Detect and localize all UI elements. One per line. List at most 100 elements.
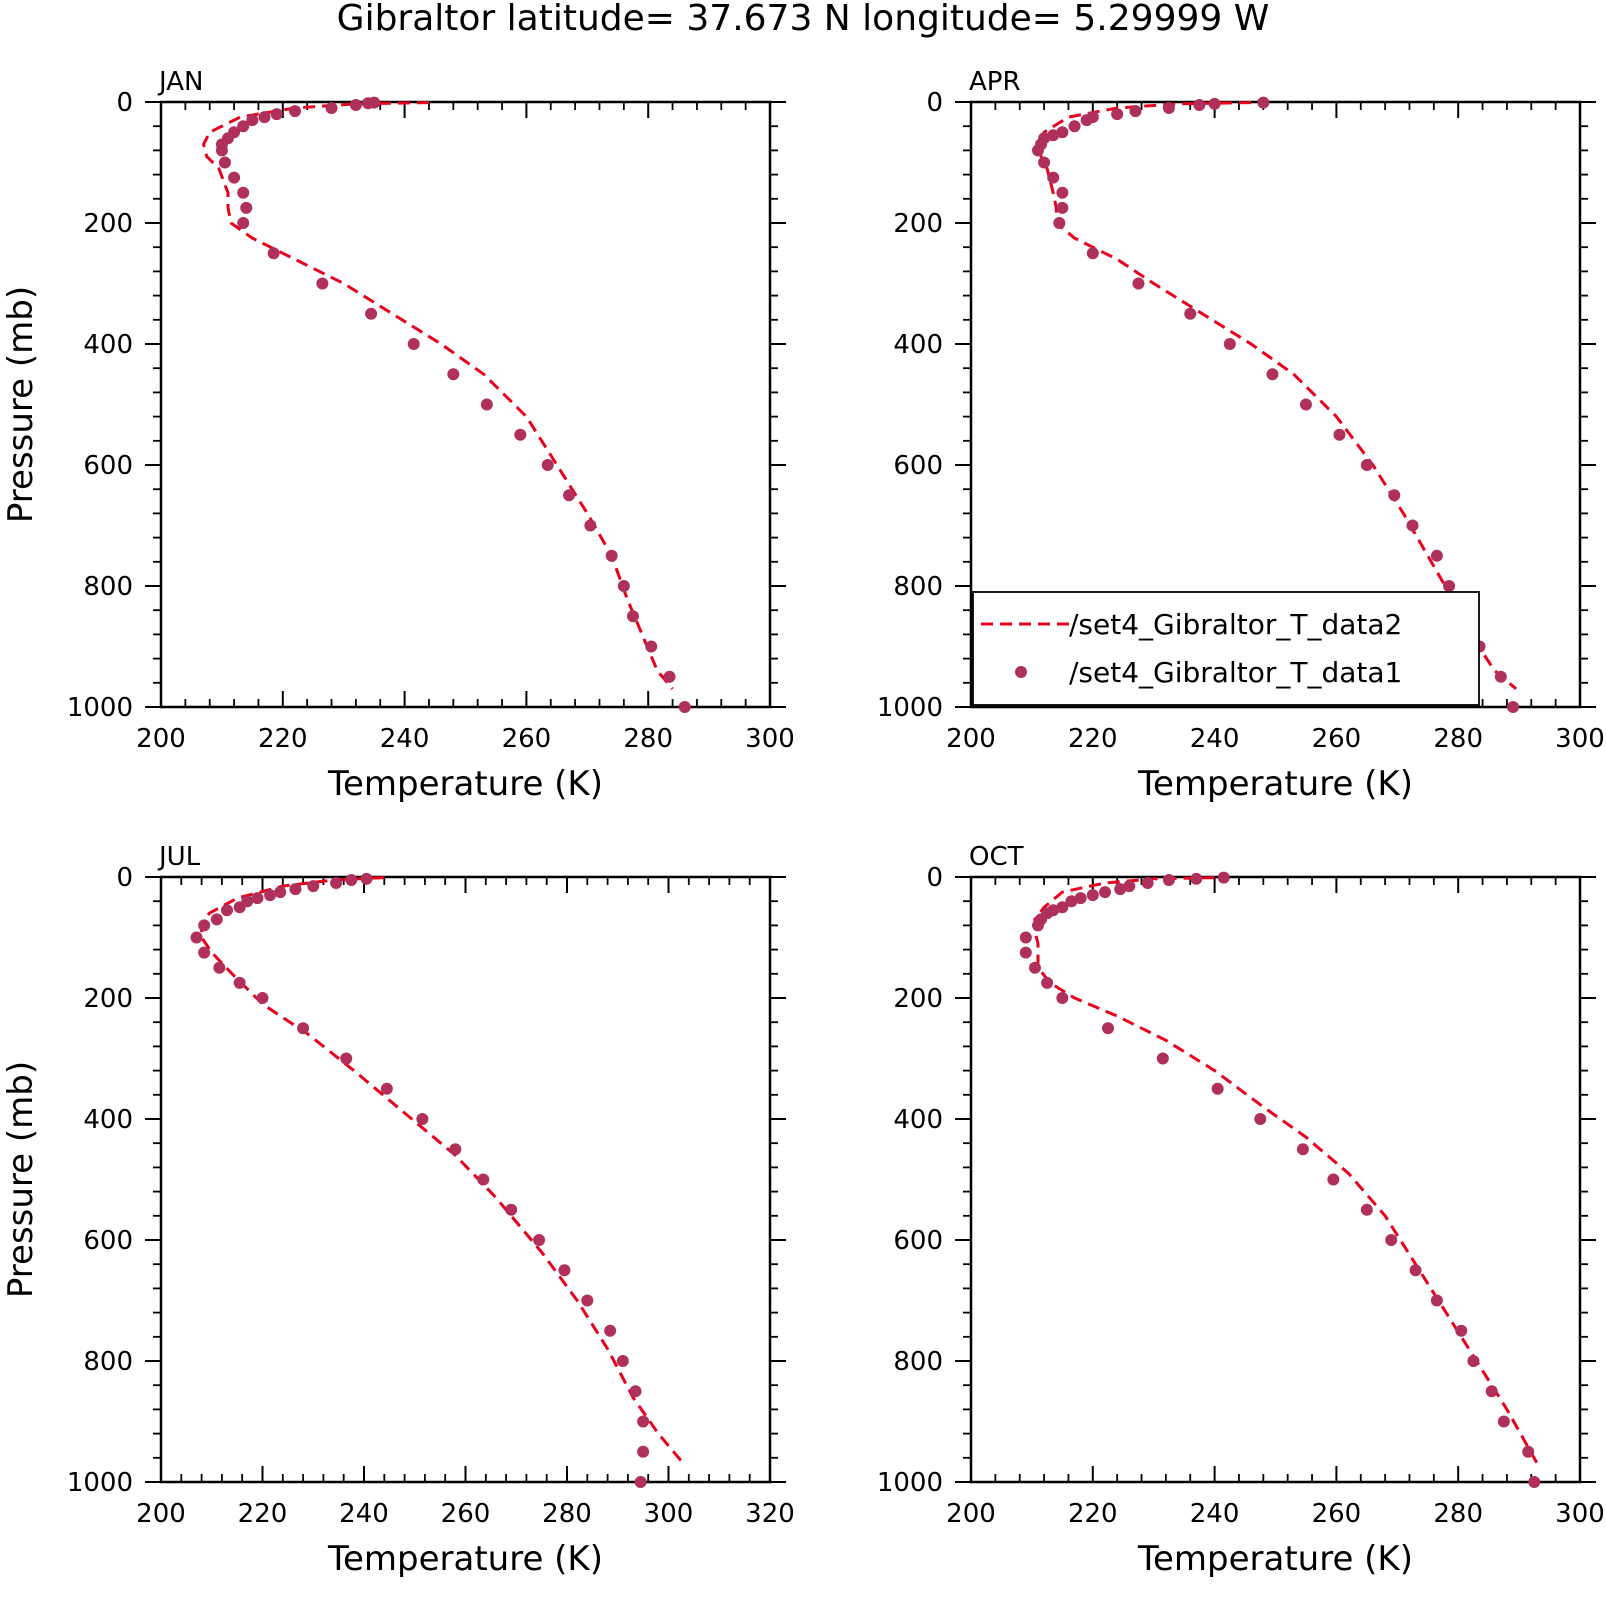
data-point [1156, 1052, 1169, 1065]
panel-jul: 200 220 240 260 280 300 320 0 200 400 600 800 1000 JU… [1, 842, 795, 1579]
data-point [1019, 931, 1032, 944]
x-tick-label: 260 [441, 1499, 491, 1529]
data-point [1333, 428, 1346, 441]
data-point [349, 99, 362, 112]
data-point [533, 1234, 546, 1246]
x-tick-label: 220 [1068, 724, 1118, 754]
data-point [270, 108, 283, 121]
data-point [678, 701, 691, 713]
data-point [360, 872, 373, 885]
plot-area [190, 872, 685, 1488]
data-point [1162, 874, 1175, 887]
data-point [237, 186, 250, 199]
data-point [1223, 338, 1236, 350]
data-point [605, 549, 618, 562]
panel-label-oct: OCT [969, 842, 1024, 872]
data-point [198, 919, 211, 932]
y-tick-label: 600 [83, 1226, 133, 1256]
data-point [213, 961, 226, 974]
data-point [288, 105, 301, 118]
data-point [1038, 156, 1051, 169]
plot-frame [159, 875, 772, 1484]
data-point [1086, 247, 1099, 260]
x-tick-label: 300 [745, 724, 795, 754]
data-point [1068, 120, 1081, 133]
plot-frame [159, 100, 772, 709]
data-point [541, 459, 554, 471]
data-point [1327, 1173, 1340, 1186]
panel-label-jan: JAN [157, 67, 203, 97]
x-tick-label: 200 [946, 724, 996, 754]
data-point [1430, 549, 1443, 562]
plot-area [202, 96, 691, 713]
data-point [1211, 1082, 1224, 1095]
data-point [1388, 489, 1401, 502]
x-axis-title: Temperature (K) [1137, 1539, 1413, 1579]
data-point [1129, 105, 1142, 118]
data-point [1409, 1264, 1422, 1277]
y-tick-label: 600 [893, 1226, 943, 1256]
y-tick-label: 800 [83, 572, 133, 602]
data-point [1019, 946, 1032, 959]
legend-point-swatch [1015, 666, 1027, 678]
data-point [1065, 895, 1078, 908]
data-point [1098, 886, 1111, 899]
figure-title: Gibraltor latitude= 37.673 N longitude= … [337, 0, 1270, 39]
panel-oct: 200 220 240 260 280 300 0 200 400 600 800 1000 OCT Te… [877, 842, 1605, 1579]
data-point [1162, 102, 1175, 115]
x-tick-label: 220 [258, 724, 308, 754]
x-tick-label: 260 [502, 724, 552, 754]
data-point [581, 1294, 594, 1307]
y-axis-title: Pressure (mb) [1, 286, 41, 523]
data-point [1257, 96, 1270, 109]
data-point [237, 217, 250, 229]
data-point [258, 111, 271, 124]
data-point [637, 1415, 650, 1428]
data-point [1455, 1324, 1468, 1337]
data-point [264, 889, 277, 902]
data-point [1443, 580, 1456, 592]
data-point [1522, 1445, 1535, 1458]
series-line-data2 [1036, 101, 1518, 691]
data-point [407, 338, 420, 350]
data-point [1056, 186, 1069, 199]
data-point [1111, 108, 1124, 121]
x-tick-label: 320 [745, 1499, 795, 1529]
data-point [215, 144, 228, 157]
data-point [1507, 701, 1520, 713]
x-tick-label: 220 [238, 1499, 288, 1529]
data-point [645, 640, 658, 653]
y-tick-label: 1000 [877, 693, 943, 723]
y-tick-label: 0 [116, 88, 133, 118]
data-point [1497, 1415, 1510, 1428]
data-point [220, 904, 233, 917]
data-point [1184, 307, 1197, 320]
y-tick-label: 400 [893, 330, 943, 360]
y-tick-label: 200 [83, 984, 133, 1014]
data-point [289, 883, 302, 896]
panel-apr: 200 220 240 260 280 300 0 200 400 600 800 1000 APR Te… [877, 67, 1605, 804]
x-axis-title: Temperature (K) [1137, 764, 1413, 804]
data-point [616, 1355, 629, 1367]
data-point [316, 277, 329, 290]
y-tick-label: 800 [893, 1347, 943, 1377]
x-axis-title: Temperature (K) [327, 1539, 603, 1579]
data-point [237, 120, 250, 133]
data-point [1028, 961, 1041, 974]
data-point [1190, 872, 1203, 885]
data-point [325, 102, 338, 115]
plot-frame [969, 100, 1582, 709]
data-point [240, 201, 253, 214]
data-point [233, 901, 246, 914]
y-axis-title: Pressure (mb) [1, 1061, 41, 1298]
data-point [416, 1113, 429, 1125]
panel-jan: 200 220 240 260 280 300 0 200 400 600 800 1000 JAN Te… [1, 67, 795, 804]
data-point [1193, 99, 1206, 112]
data-point [1056, 126, 1069, 139]
y-tick-label: 800 [893, 572, 943, 602]
y-tick-label: 400 [83, 1105, 133, 1135]
y-tick-label: 400 [893, 1105, 943, 1135]
y-tick-label: 0 [926, 88, 943, 118]
data-point [228, 171, 241, 184]
data-point [267, 247, 280, 260]
